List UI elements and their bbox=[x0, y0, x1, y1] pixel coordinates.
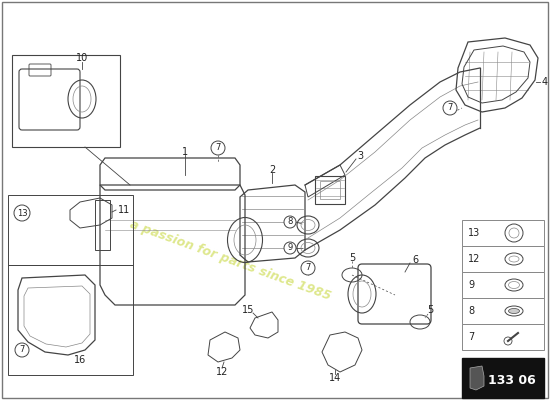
Text: 133 06: 133 06 bbox=[488, 374, 536, 386]
Circle shape bbox=[301, 261, 315, 275]
Text: 7: 7 bbox=[468, 332, 474, 342]
Bar bbox=[8, 195, 133, 265]
Text: 7: 7 bbox=[305, 264, 311, 272]
Text: 2: 2 bbox=[269, 165, 275, 175]
Bar bbox=[462, 298, 544, 324]
Circle shape bbox=[284, 216, 296, 228]
Ellipse shape bbox=[509, 308, 520, 314]
Text: 1: 1 bbox=[182, 147, 188, 157]
Text: 12: 12 bbox=[468, 254, 480, 264]
Text: 16: 16 bbox=[74, 355, 86, 365]
Circle shape bbox=[15, 343, 29, 357]
Text: 4: 4 bbox=[542, 77, 548, 87]
Text: 7: 7 bbox=[215, 144, 221, 152]
Bar bbox=[462, 220, 544, 246]
Text: 12: 12 bbox=[216, 367, 228, 377]
Circle shape bbox=[284, 242, 296, 254]
Bar bbox=[462, 246, 544, 272]
Text: 14: 14 bbox=[329, 373, 341, 383]
Text: 5: 5 bbox=[427, 305, 433, 315]
Bar bbox=[462, 324, 544, 350]
Text: 9: 9 bbox=[468, 280, 474, 290]
Text: 8: 8 bbox=[287, 218, 293, 226]
Text: a passion for parts since 1985: a passion for parts since 1985 bbox=[128, 218, 332, 302]
Circle shape bbox=[211, 141, 225, 155]
Bar bbox=[12, 55, 120, 147]
Text: 8: 8 bbox=[468, 306, 474, 316]
Circle shape bbox=[443, 101, 457, 115]
Text: 7: 7 bbox=[19, 346, 25, 354]
Text: 6: 6 bbox=[412, 255, 418, 265]
Bar bbox=[462, 272, 544, 298]
Text: 15: 15 bbox=[242, 305, 254, 315]
Circle shape bbox=[14, 205, 30, 221]
Text: 13: 13 bbox=[16, 208, 28, 218]
Polygon shape bbox=[470, 366, 484, 390]
Text: 10: 10 bbox=[76, 53, 88, 63]
Bar bbox=[462, 358, 544, 398]
Text: 5: 5 bbox=[349, 253, 355, 263]
Bar bbox=[8, 265, 133, 375]
Text: 11: 11 bbox=[118, 205, 130, 215]
Text: 9: 9 bbox=[287, 244, 293, 252]
Text: 3: 3 bbox=[357, 151, 363, 161]
Text: 13: 13 bbox=[468, 228, 480, 238]
Text: 7: 7 bbox=[447, 104, 453, 112]
